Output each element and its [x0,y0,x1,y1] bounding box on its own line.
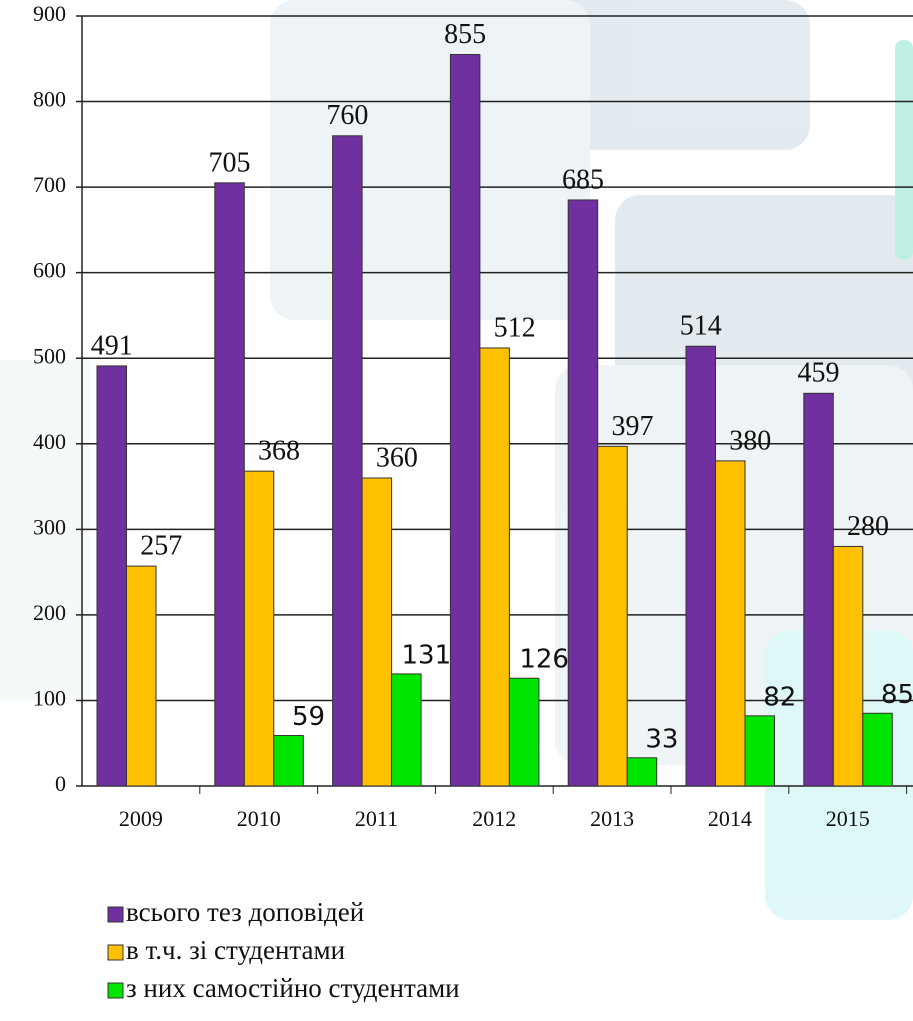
value-label: 397 [611,411,653,442]
bar [243,470,275,787]
value-label: 514 [680,311,722,342]
value-label: 491 [91,330,133,361]
bar [626,757,658,787]
value-label: 360 [376,442,418,473]
bar [685,345,716,787]
y-tick-label: 800 [33,87,66,112]
bar [508,677,540,787]
x-tick-label: 2015 [826,806,870,831]
x-tick-label: 2012 [472,806,516,831]
value-label: 380 [729,425,771,456]
legend-swatch [107,944,124,961]
value-label: 131 [402,640,452,670]
value-label: 280 [847,511,889,542]
y-tick-label: 100 [33,685,66,710]
value-label: 257 [140,531,182,562]
bar [744,715,775,787]
value-label: 368 [258,436,300,467]
value-label: 33 [645,724,678,754]
y-tick-label: 0 [55,771,66,796]
bar [567,199,599,787]
bar [96,365,127,787]
value-label: 82 [763,682,796,712]
y-tick-label: 700 [33,172,66,197]
x-tick-label: 2014 [708,806,752,831]
y-tick-label: 500 [33,343,66,368]
value-label: 459 [798,358,840,389]
bar [803,392,834,787]
legend-label: в т.ч. зі студентами [126,935,345,965]
x-tick-label: 2013 [590,806,634,831]
y-tick-label: 400 [33,429,66,454]
bar [332,135,363,787]
value-label: 855 [444,19,486,50]
bar [126,565,157,787]
legend-label: з них самостійно студентами [126,973,460,1003]
y-tick-label: 900 [33,1,66,26]
legend-swatch [107,906,124,923]
bar [273,735,304,787]
x-tick-label: 2010 [237,806,281,831]
value-label: 685 [562,164,604,195]
bar [862,712,893,787]
bar [449,54,481,787]
bar [832,545,864,787]
value-label: 59 [292,702,325,732]
value-label: 705 [209,147,251,178]
bar [361,477,393,787]
legend-swatch [107,982,124,999]
legend-label: всього тез доповідей [126,897,364,927]
bar [391,673,422,787]
bar [214,182,245,787]
y-tick-label: 600 [33,258,66,283]
bar [715,460,746,787]
bar [597,445,628,787]
value-label: 85 [881,680,913,710]
bar [479,347,510,787]
value-label: 512 [494,312,536,343]
x-tick-label: 2009 [119,806,163,831]
value-label: 126 [519,645,569,675]
value-label: 760 [326,100,368,131]
y-tick-label: 300 [33,514,66,539]
y-tick-label: 200 [33,600,66,625]
x-tick-label: 2011 [355,806,398,831]
